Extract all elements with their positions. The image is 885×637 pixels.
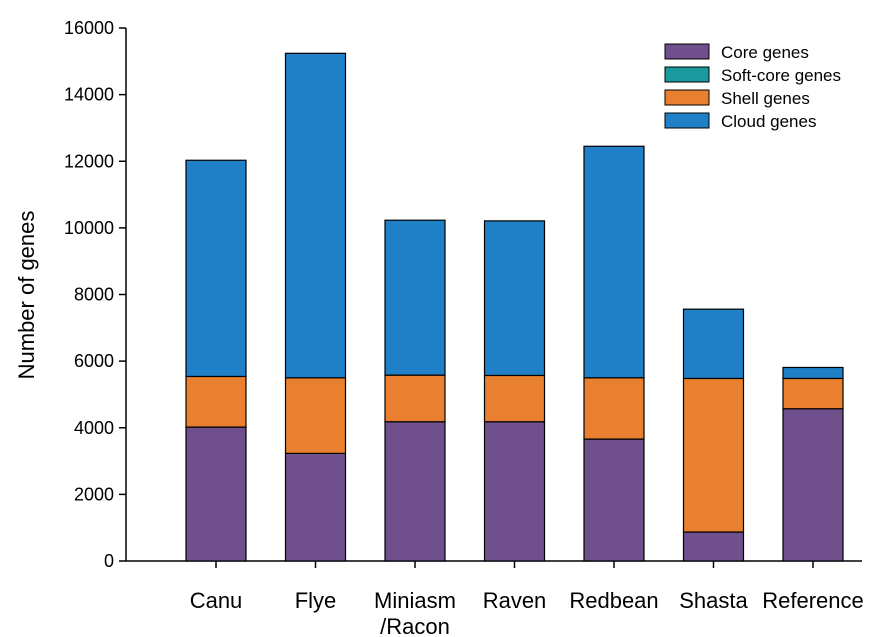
bar-segment xyxy=(185,426,247,562)
bar-segment xyxy=(384,374,446,423)
bar-segment xyxy=(185,159,247,378)
bar-segment xyxy=(583,377,645,440)
y-tick-label: 14000 xyxy=(64,85,114,105)
bars xyxy=(185,52,844,562)
y-tick-label: 6000 xyxy=(74,351,114,371)
bar-segment xyxy=(583,438,645,562)
bar-segment xyxy=(284,452,347,562)
legend-label: Cloud genes xyxy=(721,112,816,131)
bar-segment xyxy=(483,220,546,377)
x-tick-label: Miniasm/Racon xyxy=(374,588,456,637)
y-tick-label: 4000 xyxy=(74,418,114,438)
bar-segment xyxy=(782,377,844,410)
bar-segment xyxy=(782,366,844,380)
y-tick-label: 10000 xyxy=(64,218,114,238)
y-tick-label: 16000 xyxy=(64,18,114,38)
y-tick-label: 12000 xyxy=(64,151,114,171)
bar-segment xyxy=(284,377,347,455)
legend-swatch xyxy=(664,66,710,83)
bar-segment xyxy=(384,219,446,376)
x-tick-label: Reference xyxy=(762,588,864,613)
y-axis-label: Number of genes xyxy=(14,211,39,380)
bar-segment xyxy=(185,375,247,428)
bar-segment xyxy=(583,145,645,379)
bar-segment xyxy=(284,52,347,379)
x-tick-labels: Canu Flye Miniasm/Racon Raven Redbean Shasta R… xyxy=(190,588,864,637)
y-tick-label: 0 xyxy=(104,551,114,571)
legend-label: Shell genes xyxy=(721,89,810,108)
bar-segment xyxy=(384,421,446,562)
legend-swatch xyxy=(664,112,710,129)
bar-segment xyxy=(483,421,546,562)
legend-swatch xyxy=(664,43,710,60)
y-tick-labels: 0 2000 4000 6000 8000 10000 12000 14000 16000 xyxy=(64,18,114,571)
x-tick-label: Canu xyxy=(190,588,243,613)
bar-segment xyxy=(682,531,745,562)
x-tick-label: Raven xyxy=(483,588,547,613)
legend-swatch xyxy=(664,89,710,106)
legend-label: Soft-core genes xyxy=(721,66,841,85)
x-tick-label: Redbean xyxy=(569,588,658,613)
legend: Core genes Soft-core genes Shell genes Clou… xyxy=(664,43,841,131)
y-tick-label: 2000 xyxy=(74,484,114,504)
legend-label: Core genes xyxy=(721,43,809,62)
bar-segment xyxy=(682,308,745,380)
x-tick-label: Shasta xyxy=(679,588,748,613)
y-tick-label: 8000 xyxy=(74,285,114,305)
bar-segment xyxy=(782,408,844,562)
bar-segment xyxy=(483,374,546,423)
bar-segment xyxy=(682,377,745,533)
x-tick-label: Flye xyxy=(295,588,337,613)
